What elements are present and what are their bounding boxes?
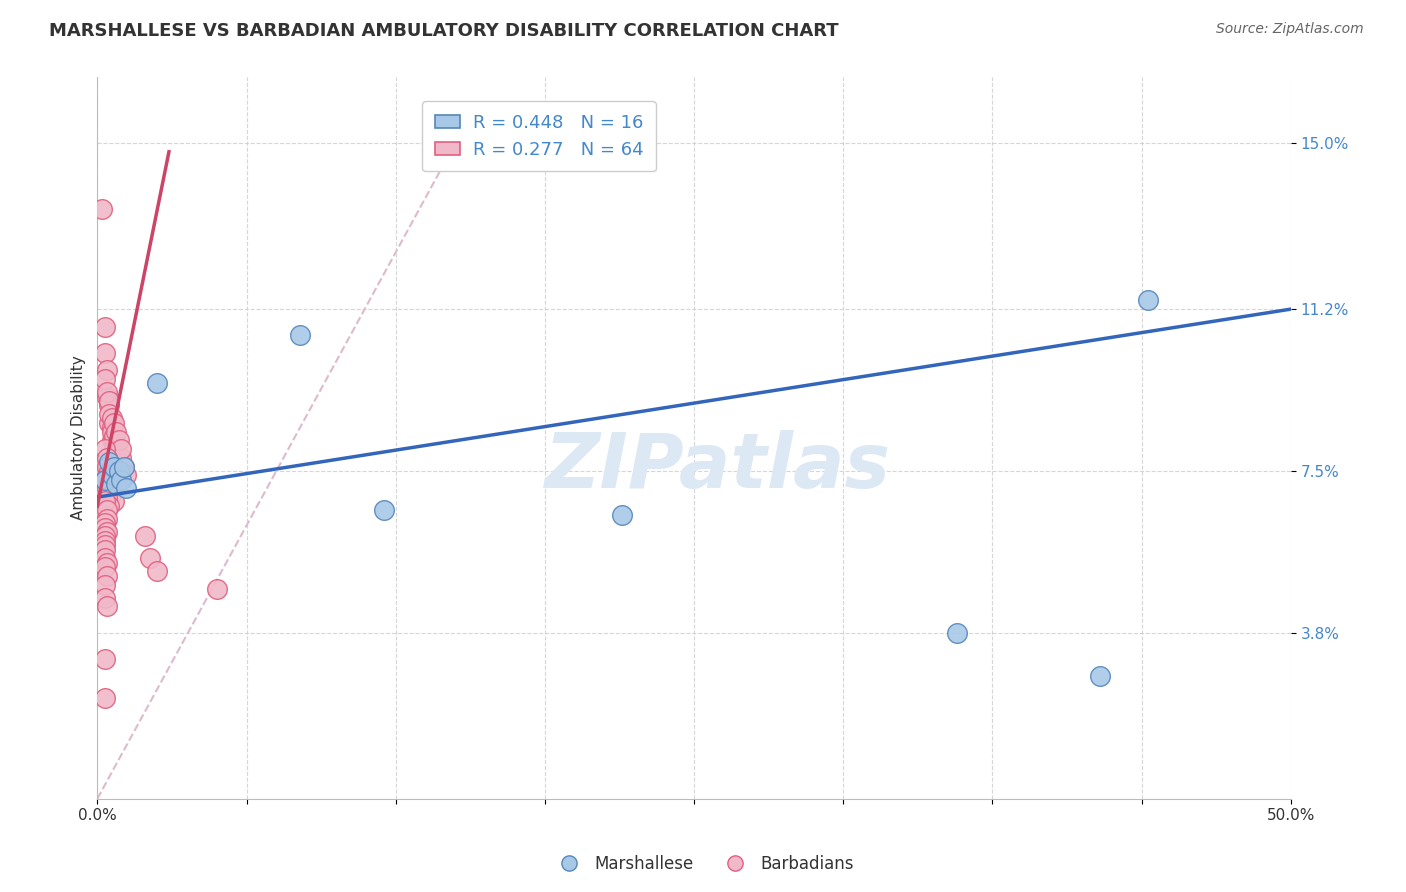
Point: [98, 393, 121, 408]
Point: [93, 516, 115, 531]
Point: [93, 551, 115, 566]
Point: [98, 455, 121, 469]
Point: [139, 551, 162, 566]
Point: [100, 468, 122, 483]
Point: [96, 512, 118, 526]
Point: [105, 477, 128, 491]
Point: [103, 459, 125, 474]
Y-axis label: Ambulatory Disability: Ambulatory Disability: [72, 356, 86, 520]
Point: [91, 202, 114, 216]
Point: [98, 464, 121, 478]
Point: [103, 429, 125, 443]
Point: [96, 556, 118, 570]
Point: [103, 416, 125, 430]
Point: [93, 542, 115, 557]
Point: [96, 599, 118, 614]
Point: [100, 425, 122, 439]
Point: [93, 521, 115, 535]
Point: [98, 416, 121, 430]
Point: [945, 625, 967, 640]
Point: [146, 565, 169, 579]
Point: [93, 591, 115, 605]
Point: [93, 494, 115, 508]
Point: [96, 385, 118, 400]
Legend: R = 0.448   N = 16, R = 0.277   N = 64: R = 0.448 N = 16, R = 0.277 N = 64: [422, 101, 655, 171]
Point: [93, 473, 115, 487]
Point: [93, 538, 115, 552]
Point: [103, 434, 125, 448]
Point: [115, 482, 138, 496]
Point: [1088, 669, 1111, 683]
Point: [93, 529, 115, 543]
Point: [98, 398, 121, 412]
Point: [100, 477, 122, 491]
Point: [100, 485, 122, 500]
Point: [93, 691, 115, 706]
Text: MARSHALLESE VS BARBADIAN AMBULATORY DISABILITY CORRELATION CHART: MARSHALLESE VS BARBADIAN AMBULATORY DISA…: [49, 22, 839, 40]
Point: [98, 473, 121, 487]
Text: ZIPatlas: ZIPatlas: [546, 430, 891, 504]
Point: [93, 560, 115, 574]
Point: [373, 503, 395, 517]
Point: [93, 346, 115, 360]
Point: [612, 508, 634, 522]
Point: [96, 503, 118, 517]
Point: [108, 464, 131, 478]
Point: [110, 450, 132, 465]
Point: [93, 372, 115, 386]
Point: [93, 533, 115, 548]
Point: [96, 525, 118, 540]
Point: [93, 319, 115, 334]
Point: [105, 446, 128, 460]
Point: [96, 569, 118, 583]
Point: [290, 328, 312, 343]
Point: [115, 468, 138, 483]
Point: [112, 459, 135, 474]
Point: [110, 464, 132, 478]
Point: [103, 494, 125, 508]
Point: [93, 577, 115, 591]
Point: [110, 473, 132, 487]
Point: [96, 363, 118, 377]
Point: [96, 490, 118, 504]
Point: [134, 529, 156, 543]
Point: [105, 455, 128, 469]
Point: [110, 442, 132, 456]
Point: [100, 411, 122, 425]
Point: [93, 652, 115, 666]
Point: [93, 442, 115, 456]
Point: [103, 442, 125, 456]
Point: [1136, 293, 1159, 308]
Point: [96, 482, 118, 496]
Text: Source: ZipAtlas.com: Source: ZipAtlas.com: [1216, 22, 1364, 37]
Point: [146, 376, 169, 391]
Point: [96, 450, 118, 465]
Point: [105, 425, 128, 439]
Point: [100, 434, 122, 448]
Point: [108, 464, 131, 478]
Point: [98, 499, 121, 513]
Point: [108, 434, 131, 448]
Legend: Marshallese, Barbadians: Marshallese, Barbadians: [546, 848, 860, 880]
Point: [98, 407, 121, 421]
Point: [112, 459, 135, 474]
Point: [96, 390, 118, 404]
Point: [100, 420, 122, 434]
Point: [205, 582, 228, 596]
Point: [93, 473, 115, 487]
Point: [96, 459, 118, 474]
